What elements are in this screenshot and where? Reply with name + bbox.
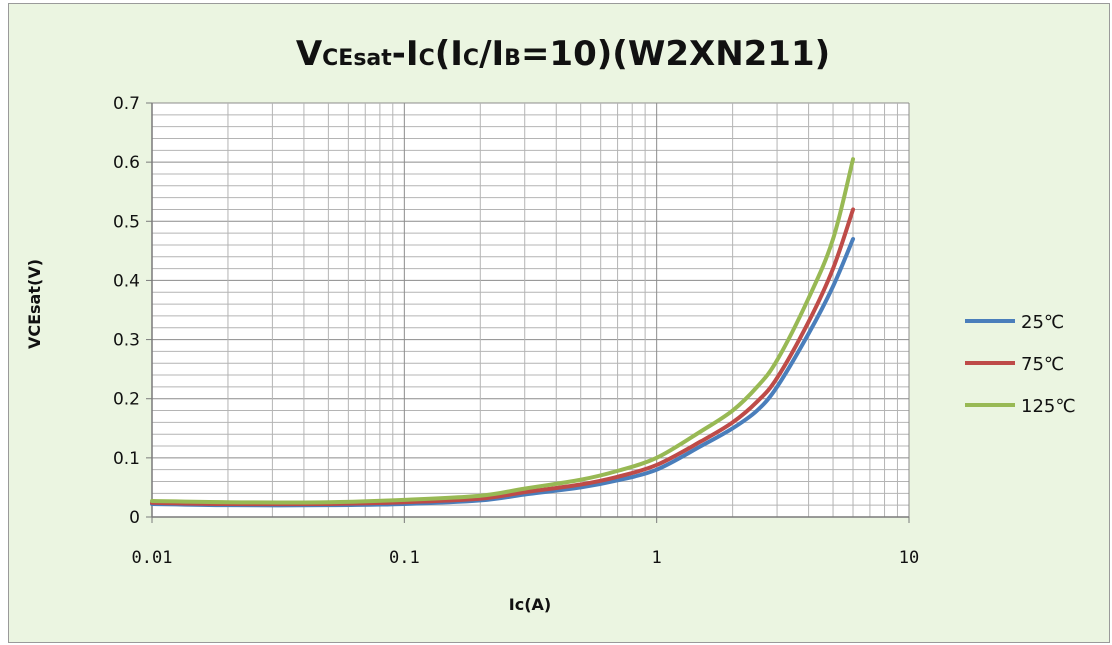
- title-part: (I: [435, 34, 463, 74]
- y-axis-title: VCEsat(V): [25, 259, 44, 349]
- y-tick-label: 0.3: [113, 331, 140, 351]
- x-tick-label: 1: [652, 548, 662, 568]
- legend-label: 75℃: [1021, 354, 1064, 375]
- y-tick-label: 0.4: [113, 271, 140, 291]
- grid-layer: [151, 102, 910, 518]
- y-tick-label: 0.7: [113, 94, 140, 114]
- y-tick-label: 0.6: [113, 153, 140, 173]
- y-tick-label: 0: [129, 508, 140, 528]
- y-tick-label: 0.2: [113, 390, 140, 410]
- legend-label: 25℃: [1021, 312, 1064, 333]
- x-tick-label: 10: [899, 548, 919, 568]
- chart-frame: VCEsat-IC(IC/IB=10)(W2XN211) 0 0.1 0.2 0.3 0…: [8, 3, 1110, 643]
- plot-area: [152, 103, 909, 517]
- title-part: =10)(W2XN211): [521, 34, 830, 74]
- title-part: /I: [479, 34, 504, 74]
- title-part: CEsat: [322, 46, 392, 71]
- title-part: V: [296, 34, 323, 74]
- series-line: [150, 157, 856, 505]
- title-part: C: [463, 46, 479, 71]
- x-axis-title: Ic(A): [509, 595, 551, 614]
- x-tick-label: 0.1: [389, 548, 420, 568]
- series-layer: [150, 157, 856, 508]
- chart-title: VCEsat-IC(IC/IB=10)(W2XN211): [296, 34, 830, 74]
- y-tick-label: 0.5: [113, 212, 140, 232]
- title-part: C: [419, 46, 435, 71]
- legend: 25℃ 75℃ 125℃: [965, 312, 1076, 417]
- chart-svg: VCEsat-IC(IC/IB=10)(W2XN211) 00.10.20.30…: [25, 34, 1076, 614]
- x-tick-label: 0.01: [132, 548, 173, 568]
- legend-label: 125℃: [1021, 396, 1076, 417]
- title-part: -I: [392, 34, 419, 74]
- y-tick-label: 0.1: [113, 449, 140, 469]
- title-part: B: [504, 46, 521, 71]
- axis-layer: 0 0.1 0.2 0.3 0.4 0.5 0.6 0.7 0.01 0.1 1 10: [113, 94, 919, 568]
